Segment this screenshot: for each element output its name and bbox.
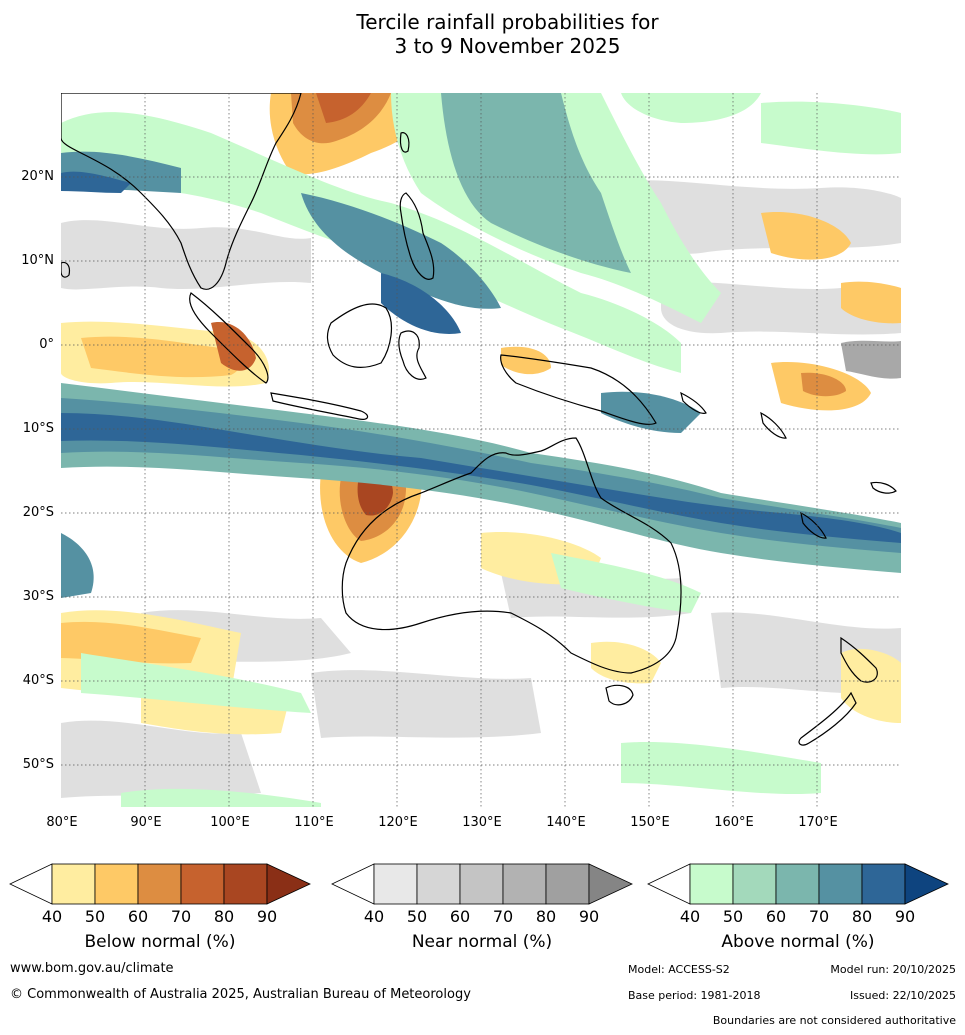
legend-near-tick-40: 40	[363, 907, 385, 926]
legend-above-swatch-4	[818, 863, 863, 905]
map-title: Tercile rainfall probabilities for 3 to …	[0, 10, 965, 58]
legend-below-swatch-4	[180, 863, 225, 905]
lat-label-40s: 40°S	[22, 673, 54, 688]
lat-label-10s: 10°S	[22, 421, 54, 436]
legend-above-tick-90: 90	[894, 907, 916, 926]
probability-map	[61, 93, 901, 807]
legend-below-tick-40: 40	[41, 907, 63, 926]
lat-label-20s: 20°S	[22, 505, 54, 520]
lon-label-150e: 150°E	[630, 815, 670, 830]
lat-label-20n: 20°N	[21, 169, 54, 184]
legend-above-swatch-3	[775, 863, 820, 905]
website-link[interactable]: www.bom.gov.au/climate	[10, 961, 174, 976]
legend-near-swatch-2	[416, 863, 461, 905]
legend-above-title: Above normal (%)	[721, 932, 875, 952]
legend-below-swatch-5	[223, 863, 268, 905]
lon-label-120e: 120°E	[378, 815, 418, 830]
legend-below-tick-50: 50	[84, 907, 106, 926]
lon-label-100e: 100°E	[210, 815, 250, 830]
legend-near-tick-70: 70	[492, 907, 514, 926]
legend-below-tick-90: 90	[256, 907, 278, 926]
legend-above-normal	[647, 862, 949, 906]
legend-near-swatch-6	[588, 863, 633, 905]
legend-near-tick-80: 80	[535, 907, 557, 926]
legend-above-tick-60: 60	[765, 907, 787, 926]
legend-below-tick-80: 80	[213, 907, 235, 926]
legend-above-swatch-5	[861, 863, 906, 905]
legend-near-tick-60: 60	[449, 907, 471, 926]
legend-above-swatch-6	[904, 863, 949, 905]
legend-below-swatch-6	[266, 863, 311, 905]
lat-label-30s: 30°S	[22, 589, 54, 604]
model-name: Model: ACCESS-S2	[628, 963, 730, 976]
legend-below-swatch-3	[137, 863, 182, 905]
base-period: Base period: 1981-2018	[628, 989, 761, 1002]
legend-below-normal	[9, 862, 311, 906]
legend-below-title: Below normal (%)	[84, 932, 236, 952]
lat-label-10n: 10°N	[21, 253, 54, 268]
coastlines	[61, 93, 897, 746]
legend-near-tick-90: 90	[578, 907, 600, 926]
boundaries-disclaimer: Boundaries are not considered authoritat…	[712, 1014, 956, 1027]
title-line-2: 3 to 9 November 2025	[394, 34, 621, 58]
legend-above-tick-40: 40	[679, 907, 701, 926]
legend-below-swatch-1	[51, 863, 96, 905]
legend-above-tick-80: 80	[851, 907, 873, 926]
legend-near-title: Near normal (%)	[411, 932, 553, 952]
legend-above-tick-70: 70	[808, 907, 830, 926]
legend-below-tick-60: 60	[127, 907, 149, 926]
lon-label-160e: 160°E	[714, 815, 754, 830]
lon-label-80e: 80°E	[46, 815, 78, 830]
legend-below-swatch-2	[94, 863, 139, 905]
graticule	[61, 93, 901, 807]
legend-near-swatch-4	[502, 863, 547, 905]
legend-above-tick-50: 50	[722, 907, 744, 926]
lon-label-110e: 110°E	[294, 815, 334, 830]
lon-label-90e: 90°E	[130, 815, 162, 830]
legend-above-swatch-0	[647, 863, 691, 905]
copyright-text: © Commonwealth of Australia 2025, Austra…	[10, 987, 471, 1002]
lon-label-140e: 140°E	[546, 815, 586, 830]
legend-near-swatch-1	[373, 863, 418, 905]
model-run-date: Model run: 20/10/2025	[830, 963, 956, 976]
legend-near-tick-50: 50	[406, 907, 428, 926]
title-line-1: Tercile rainfall probabilities for	[356, 10, 659, 34]
legend-near-swatch-3	[459, 863, 504, 905]
lat-label-50s: 50°S	[22, 757, 54, 772]
lon-label-130e: 130°E	[462, 815, 502, 830]
legend-below-tick-70: 70	[170, 907, 192, 926]
legend-above-swatch-1	[689, 863, 734, 905]
issued-date: Issued: 22/10/2025	[849, 989, 956, 1002]
near-normal-dark-shading	[841, 340, 901, 379]
legend-near-normal	[331, 862, 633, 906]
lon-label-170e: 170°E	[798, 815, 838, 830]
legend-near-swatch-0	[331, 863, 375, 905]
lat-label-0: 0°	[39, 337, 54, 352]
legend-near-swatch-5	[545, 863, 590, 905]
legend-above-swatch-2	[732, 863, 777, 905]
legend-below-swatch-0	[9, 863, 53, 905]
